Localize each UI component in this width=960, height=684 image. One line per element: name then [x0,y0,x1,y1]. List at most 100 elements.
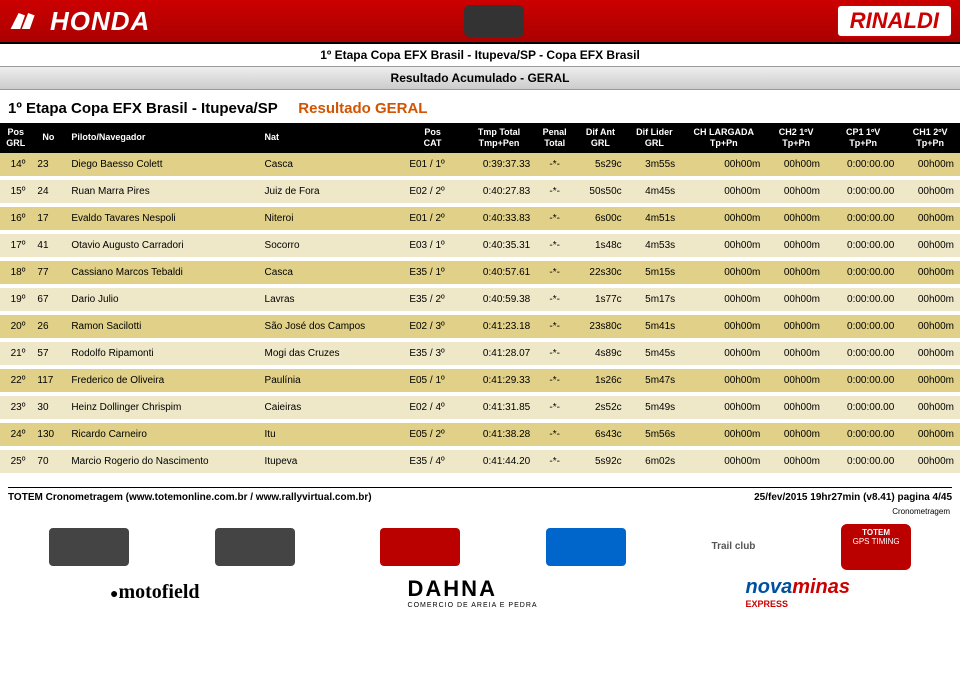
cell-c1: 00h00m [681,286,766,313]
cell-tmp: 0:41:44.20 [462,448,536,475]
totem-label-1: TOTEM [841,528,911,537]
cell-cat: E03 / 1º [403,232,462,259]
cell-dlid: 5m47s [628,367,682,394]
cell-pos: 21º [0,340,31,367]
cell-c4: 00h00m [900,367,960,394]
cell-no: 130 [31,421,65,448]
cell-pen: -*- [536,232,573,259]
cell-pos: 18º [0,259,31,286]
footer-line: TOTEM Cronometragem (www.totemonline.com… [8,487,952,507]
section-title: 1º Etapa Copa EFX Brasil - Itupeva/SP Re… [0,90,960,123]
brand-left: HONDA [50,6,150,37]
col-header: Nat [259,123,404,153]
cell-pos: 20º [0,313,31,340]
cell-no: 117 [31,367,65,394]
cell-pil: Cassiano Marcos Tebaldi [65,259,258,286]
cell-c3: 0:00:00.00 [826,286,900,313]
cell-c3: 0:00:00.00 [826,178,900,205]
cell-pil: Diego Baesso Colett [65,153,258,178]
cell-tmp: 0:39:37.33 [462,153,536,178]
cell-tmp: 0:40:27.83 [462,178,536,205]
cell-pil: Rodolfo Ripamonti [65,340,258,367]
cell-dant: 50s50c [573,178,627,205]
cell-pil: Evaldo Tavares Nespoli [65,205,258,232]
cell-c4: 00h00m [900,232,960,259]
cell-dant: 4s89c [573,340,627,367]
cell-c1: 00h00m [681,232,766,259]
cell-c2: 00h00m [766,421,826,448]
table-row: 20º26Ramon SacilottiSão José dos CamposE… [0,313,960,340]
cell-cat: E35 / 1º [403,259,462,286]
cell-dlid: 5m15s [628,259,682,286]
table-row: 22º117Frederico de OliveiraPaulíniaE05 /… [0,367,960,394]
cell-c4: 00h00m [900,448,960,475]
cell-nat: Casca [259,153,404,178]
cell-pos: 15º [0,178,31,205]
col-header: PosCAT [403,123,462,153]
cell-pos: 16º [0,205,31,232]
col-header: PenalTotal [536,123,573,153]
cell-nat: Casca [259,259,404,286]
cell-cat: E35 / 2º [403,286,462,313]
brand-left-group: HONDA [8,6,150,37]
cell-dlid: 4m51s [628,205,682,232]
col-header: Dif LiderGRL [628,123,682,153]
cell-nat: Juiz de Fora [259,178,404,205]
cell-dant: 6s00c [573,205,627,232]
cell-pen: -*- [536,448,573,475]
event-subtitle: Resultado Acumulado - GERAL [0,66,960,90]
header-bar: HONDA RINALDI [0,0,960,44]
table-row: 19º67Dario JulioLavrasE35 / 2º0:40:59.38… [0,286,960,313]
cell-pen: -*- [536,286,573,313]
cell-c4: 00h00m [900,205,960,232]
cell-dant: 1s77c [573,286,627,313]
cell-pos: 25º [0,448,31,475]
cell-c2: 00h00m [766,367,826,394]
cell-c1: 00h00m [681,421,766,448]
cell-c3: 0:00:00.00 [826,205,900,232]
cell-nat: Lavras [259,286,404,313]
sponsor-sigvisual-icon [380,528,460,566]
cell-c1: 00h00m [681,394,766,421]
table-row: 18º77Cassiano Marcos TebaldiCascaE35 / 1… [0,259,960,286]
table-header: PosGRLNoPiloto/NavegadorNatPosCATTmp Tot… [0,123,960,153]
cell-c1: 00h00m [681,178,766,205]
dahna-text: DAHNA [408,576,497,601]
col-header: Dif AntGRL [573,123,627,153]
sponsor-sacramento-icon [49,528,129,566]
cell-dant: 5s29c [573,153,627,178]
cell-pen: -*- [536,205,573,232]
cell-c4: 00h00m [900,153,960,178]
cell-no: 24 [31,178,65,205]
cell-nat: Niteroi [259,205,404,232]
center-logo-icon [464,5,524,37]
cell-c3: 0:00:00.00 [826,232,900,259]
col-header: Piloto/Navegador [65,123,258,153]
cell-cat: E02 / 4º [403,394,462,421]
cell-c4: 00h00m [900,340,960,367]
novaminas-express: EXPRESS [746,599,851,609]
cell-pen: -*- [536,394,573,421]
cell-dant: 1s26c [573,367,627,394]
cell-cat: E35 / 3º [403,340,462,367]
section-left: 1º Etapa Copa EFX Brasil - Itupeva/SP [8,100,277,117]
cell-pos: 24º [0,421,31,448]
cell-pos: 17º [0,232,31,259]
sponsor-dahna: DAHNA COMERCIO DE AREIA E PEDRA [408,576,538,609]
cell-c3: 0:00:00.00 [826,259,900,286]
cell-cat: E02 / 3º [403,313,462,340]
cell-pos: 19º [0,286,31,313]
table-row: 21º57Rodolfo RipamontiMogi das CruzesE35… [0,340,960,367]
cell-c3: 0:00:00.00 [826,421,900,448]
section-right: Resultado GERAL [298,100,427,117]
cell-pen: -*- [536,340,573,367]
cell-c4: 00h00m [900,178,960,205]
cell-pen: -*- [536,313,573,340]
sponsor-totem-icon: TOTEM GPS TIMING [841,524,911,570]
col-header: CH2 1ºVTp+Pn [766,123,826,153]
cell-dant: 2s52c [573,394,627,421]
cell-pil: Otavio Augusto Carradori [65,232,258,259]
novaminas-minas: minas [792,576,850,598]
table-row: 24º130Ricardo CarneiroItuE05 / 2º0:41:38… [0,421,960,448]
sponsor-stocovich-icon [546,528,626,566]
